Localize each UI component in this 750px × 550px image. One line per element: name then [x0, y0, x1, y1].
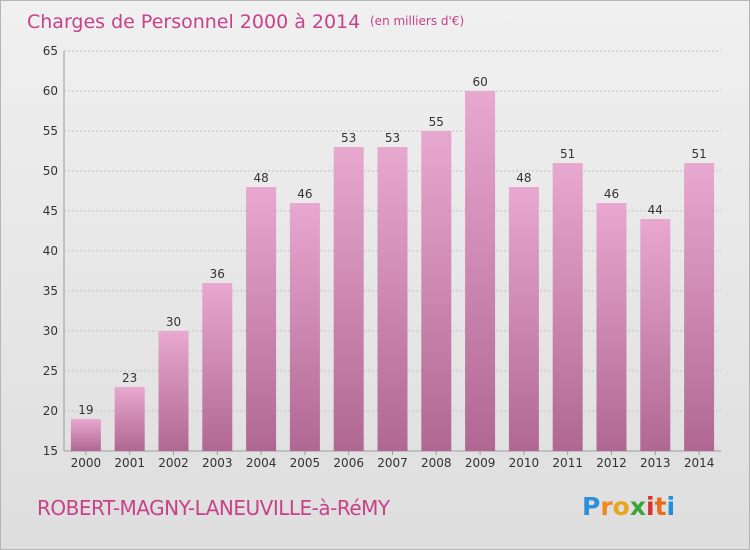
- bar: [640, 219, 671, 451]
- y-tick-label: 65: [43, 44, 58, 58]
- x-tick-label: 2005: [290, 456, 321, 470]
- bar: [202, 283, 233, 451]
- x-tick-label: 2011: [552, 456, 583, 470]
- logo-letter: i: [667, 492, 676, 521]
- x-tick-label: 2013: [640, 456, 671, 470]
- logo-letter: r: [600, 492, 613, 521]
- bar: [552, 163, 583, 451]
- y-tick-label: 60: [43, 84, 58, 98]
- bar-value-label: 19: [78, 403, 93, 417]
- x-tick-label: 2000: [71, 456, 102, 470]
- bar-value-label: 23: [122, 371, 137, 385]
- bar: [465, 91, 496, 451]
- bar-value-label: 53: [385, 131, 400, 145]
- logo-letter: P: [582, 492, 600, 521]
- y-tick-label: 40: [43, 244, 58, 258]
- y-tick-label: 45: [43, 204, 58, 218]
- bar: [421, 131, 452, 451]
- chart-title: Charges de Personnel 2000 à 2014: [27, 11, 360, 33]
- bar-value-label: 53: [341, 131, 356, 145]
- y-tick-label: 35: [43, 284, 58, 298]
- bar-value-label: 44: [648, 203, 663, 217]
- bar-value-label: 51: [560, 147, 575, 161]
- logo-letter: t: [655, 492, 667, 521]
- bar-value-label: 55: [429, 115, 444, 129]
- y-tick-label: 50: [43, 164, 58, 178]
- bar-value-label: 36: [210, 267, 225, 281]
- axes: 15 20 25 30 35 40 45 50 55 60 65 2000 2001 2002 2003 20…: [43, 44, 721, 470]
- x-tick-label: 2009: [465, 456, 496, 470]
- chart-unit: (en milliers d'€): [370, 14, 464, 28]
- x-tick-label: 2008: [421, 456, 452, 470]
- x-tick-label: 2006: [333, 456, 364, 470]
- proxiti-logo: Proxiti: [582, 492, 675, 521]
- x-tick-label: 2004: [246, 456, 277, 470]
- bar: [158, 331, 189, 451]
- y-tick-label: 55: [43, 124, 58, 138]
- bar-value-label: 30: [166, 315, 181, 329]
- y-tick-label: 20: [43, 404, 58, 418]
- y-tick-label: 30: [43, 324, 58, 338]
- bar-value-label: 46: [604, 187, 619, 201]
- bar: [70, 419, 101, 451]
- bar: [596, 203, 627, 451]
- bar: [289, 203, 320, 451]
- bar-value-label: 48: [253, 171, 268, 185]
- x-tick-label: 2002: [158, 456, 189, 470]
- logo-letter: o: [613, 492, 630, 521]
- x-tick-label: 2014: [684, 456, 715, 470]
- y-tick-label: 25: [43, 364, 58, 378]
- bars: 19 23 30 36 48 46 53 53 55 60 48 51 46 44 51: [70, 75, 715, 451]
- bar-value-label: 46: [297, 187, 312, 201]
- x-tick-label: 2001: [114, 456, 145, 470]
- bar-value-label: 48: [516, 171, 531, 185]
- logo-letter: x: [630, 492, 646, 521]
- x-tick-label: 2012: [596, 456, 627, 470]
- bar: [508, 187, 539, 451]
- logo-letter: i: [646, 492, 655, 521]
- x-tick-label: 2003: [202, 456, 233, 470]
- bar: [333, 147, 364, 451]
- bar: [377, 147, 408, 451]
- bar: [246, 187, 277, 451]
- bar: [684, 163, 715, 451]
- x-tick-label: 2010: [509, 456, 540, 470]
- y-tick-label: 15: [43, 444, 58, 458]
- bar: [114, 387, 145, 451]
- bar-value-label: 51: [691, 147, 706, 161]
- bar-value-label: 60: [472, 75, 487, 89]
- x-tick-label: 2007: [377, 456, 408, 470]
- place-name: ROBERT-MAGNY-LANEUVILLE-à-RéMY: [37, 496, 391, 520]
